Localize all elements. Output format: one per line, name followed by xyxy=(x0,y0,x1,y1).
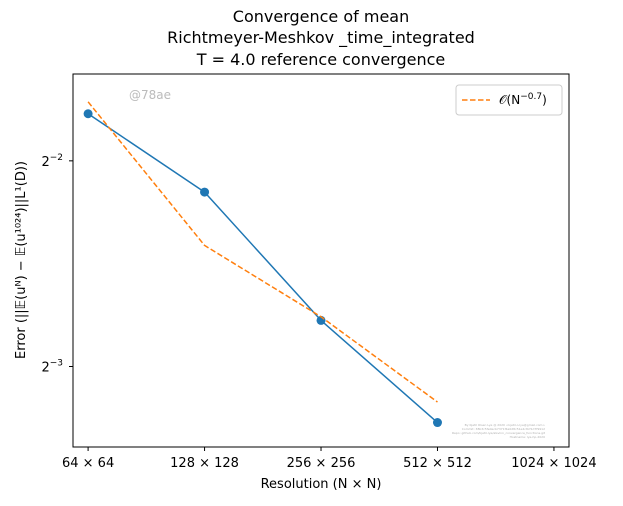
attribution-line-4: Hostname: lye-hp-2020 xyxy=(510,435,545,439)
legend-entry-close: ) xyxy=(542,93,547,107)
x-axis-label: Resolution (N × N) xyxy=(261,477,382,492)
attribution-note: By Kjetil Olsen Lye @ 2020 <kjetil.o.lye… xyxy=(452,423,546,439)
y-tick-label-0: 2−2 xyxy=(41,153,63,170)
y-axis-label: Error (||𝔼(uᴺ) − 𝔼(u¹⁰²⁴)||L¹(D)) xyxy=(14,161,29,359)
series-0-line xyxy=(87,113,438,424)
watermark-text: @78ae xyxy=(129,88,171,102)
legend-entry-label: 𝒪(N−0.7) xyxy=(499,92,547,107)
series-0-point-3 xyxy=(432,418,442,428)
attribution-line-1: By Kjetil Olsen Lye @ 2020 <kjetil.o.lye… xyxy=(465,423,546,427)
x-tick-label-4: 1024 × 1024 xyxy=(511,456,596,471)
legend-box xyxy=(455,84,563,116)
attribution-line-2: Commit: 38b3c5fe0ecb7371f4a0d8c51e4c8cf1… xyxy=(462,427,545,431)
legend-entry-exponent: −0.7 xyxy=(520,92,542,102)
x-tick-label-2: 256 × 256 xyxy=(287,456,356,471)
series-0-point-0 xyxy=(83,109,93,119)
legend-entry-main: 𝒪(N xyxy=(499,93,520,107)
x-tick-label-0: 64 × 64 xyxy=(62,456,114,471)
y-axis-ticks: 2−2 2−3 xyxy=(41,153,73,376)
x-tick-label-3: 512 × 512 xyxy=(403,456,472,471)
chart-title-line2: Richtmeyer-Meshkov _time_integrated xyxy=(167,28,475,48)
chart-title-line1: Convergence of mean xyxy=(233,7,409,26)
x-tick-label-1: 128 × 128 xyxy=(170,456,239,471)
legend: 𝒪(N−0.7) xyxy=(455,84,563,116)
series-0-point-1 xyxy=(200,187,210,197)
series-layer xyxy=(83,101,442,428)
attribution-line-3: Repo: github.com/kjetil-lye/alsvinn_conv… xyxy=(452,431,546,435)
chart-title-line3: T = 4.0 reference convergence xyxy=(196,50,445,69)
x-axis-ticks: 64 × 64 128 × 128 256 × 256 512 × 512 1024 ×… xyxy=(62,447,597,471)
y-tick-label-1: 2−3 xyxy=(41,359,63,376)
series-1-line xyxy=(87,101,438,403)
